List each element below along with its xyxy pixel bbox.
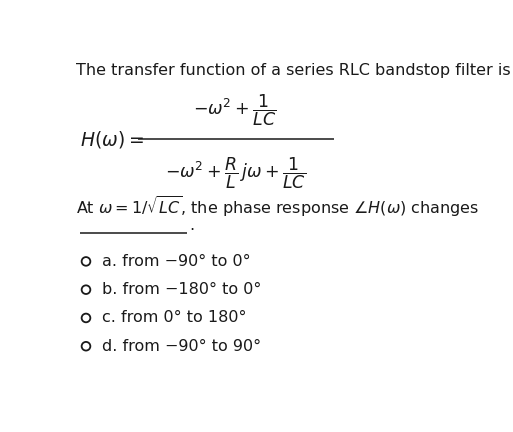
Text: $H(\omega) =$: $H(\omega) =$ xyxy=(80,130,144,150)
Text: c. from 0° to 180°: c. from 0° to 180° xyxy=(102,311,246,325)
Text: .: . xyxy=(189,218,194,233)
Text: $-\omega^2 +\dfrac{1}{LC}$: $-\omega^2 +\dfrac{1}{LC}$ xyxy=(193,92,277,128)
Text: b. from −180° to 0°: b. from −180° to 0° xyxy=(102,282,261,297)
Text: a. from −90° to 0°: a. from −90° to 0° xyxy=(102,254,250,269)
Text: At $\omega = 1/\sqrt{LC}$, the phase response $\angle H(\omega)$ changes: At $\omega = 1/\sqrt{LC}$, the phase res… xyxy=(76,194,479,219)
Text: d. from −90° to 90°: d. from −90° to 90° xyxy=(102,339,261,354)
Text: $-\omega^2 +\dfrac{R}{L}\,j\omega+\dfrac{1}{LC}$: $-\omega^2 +\dfrac{R}{L}\,j\omega+\dfrac… xyxy=(165,156,306,191)
Text: The transfer function of a series RLC bandstop filter is given by: The transfer function of a series RLC ba… xyxy=(76,64,513,79)
